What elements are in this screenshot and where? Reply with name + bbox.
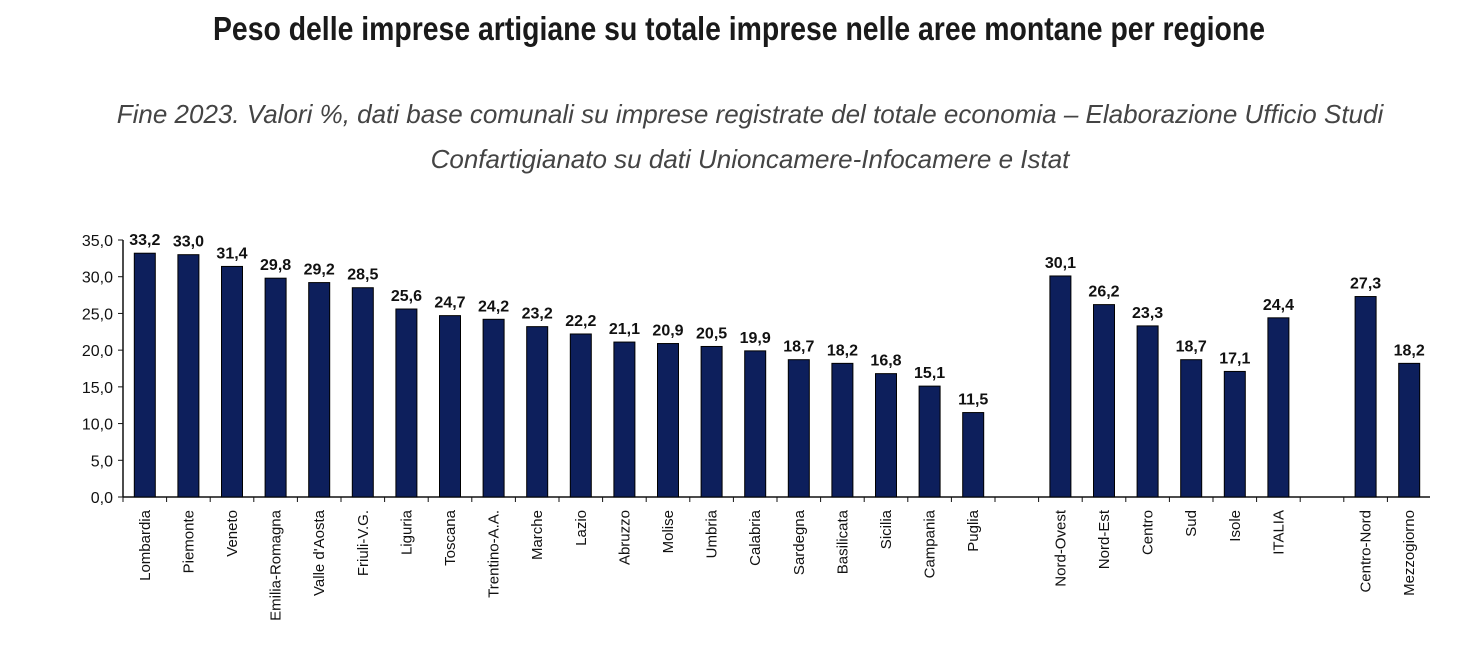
bar bbox=[569, 333, 592, 498]
bar bbox=[482, 318, 505, 498]
bar bbox=[351, 287, 374, 498]
category-label: Veneto bbox=[224, 510, 241, 557]
value-label: 11,5 bbox=[958, 392, 988, 409]
category-label: Abruzzo bbox=[616, 510, 633, 565]
category-label: Campania bbox=[922, 509, 939, 578]
bar bbox=[1267, 317, 1290, 498]
category-label: Mezzogiorno bbox=[1401, 510, 1418, 596]
category-label: Sicilia bbox=[878, 509, 895, 549]
value-label: 31,4 bbox=[216, 245, 247, 262]
bar bbox=[526, 326, 549, 498]
chart-subtitle: Fine 2023. Valori %, dati base comunali … bbox=[116, 99, 1384, 174]
value-label: 18,2 bbox=[1394, 342, 1425, 359]
bar bbox=[1180, 359, 1203, 498]
value-label: 30,1 bbox=[1045, 255, 1076, 272]
bar bbox=[962, 412, 985, 498]
category-label: Marche bbox=[529, 510, 546, 560]
bar bbox=[439, 315, 461, 498]
category-label: Friuli-V.G. bbox=[355, 510, 372, 576]
bar bbox=[875, 373, 897, 498]
y-tick-label: 0,0 bbox=[91, 490, 113, 507]
category-label: Centro bbox=[1140, 510, 1157, 555]
bar bbox=[1049, 275, 1072, 498]
y-tick-label: 35,0 bbox=[82, 233, 113, 250]
y-tick-label: 5,0 bbox=[91, 453, 113, 470]
bar bbox=[700, 345, 723, 498]
category-label: Valle d'Aosta bbox=[311, 509, 328, 596]
value-label: 24,7 bbox=[434, 295, 465, 312]
value-label: 29,2 bbox=[304, 262, 335, 279]
bar bbox=[1354, 296, 1377, 498]
bar bbox=[221, 265, 243, 498]
category-label: Lazio bbox=[573, 510, 590, 546]
category-label: Puglia bbox=[965, 509, 982, 551]
value-label: 26,2 bbox=[1088, 284, 1119, 301]
value-label: 23,3 bbox=[1132, 305, 1163, 322]
value-label: 20,9 bbox=[652, 323, 683, 340]
category-label: Nord-Ovest bbox=[1052, 509, 1069, 587]
category-label: Liguria bbox=[398, 509, 415, 555]
category-label: Sardegna bbox=[791, 509, 808, 575]
y-tick-label: 30,0 bbox=[82, 270, 113, 287]
category-label: Isole bbox=[1227, 510, 1244, 542]
value-label: 33,2 bbox=[129, 232, 160, 249]
category-label: Emilia-Romagna bbox=[268, 509, 285, 621]
category-label: Basilicata bbox=[834, 509, 851, 574]
value-label: 23,2 bbox=[522, 306, 553, 323]
value-label: 29,8 bbox=[260, 257, 291, 274]
value-label: 16,8 bbox=[870, 353, 901, 370]
bar bbox=[1398, 362, 1421, 498]
value-label: 18,2 bbox=[827, 342, 858, 359]
category-label: Lombardia bbox=[137, 509, 154, 581]
bar bbox=[787, 359, 810, 498]
category-label: ITALIA bbox=[1270, 510, 1287, 555]
bar bbox=[918, 385, 941, 498]
value-label: 33,0 bbox=[173, 234, 204, 251]
value-label: 24,4 bbox=[1263, 297, 1294, 314]
bar bbox=[1223, 370, 1246, 498]
category-label: Molise bbox=[660, 510, 677, 553]
category-label: Toscana bbox=[442, 509, 459, 566]
y-tick-label: 10,0 bbox=[82, 417, 113, 434]
value-label: 18,7 bbox=[783, 339, 814, 356]
category-label: Trentino-A.A. bbox=[486, 510, 503, 598]
value-label: 21,1 bbox=[609, 321, 640, 338]
category-label: Centro-Nord bbox=[1358, 510, 1375, 593]
chart-title: Peso delle imprese artigiane su totale i… bbox=[212, 10, 1266, 47]
value-label: 15,1 bbox=[914, 365, 945, 382]
value-label: 18,7 bbox=[1176, 339, 1207, 356]
bar bbox=[657, 343, 679, 498]
bar bbox=[831, 362, 854, 498]
bar bbox=[395, 308, 418, 498]
value-label: 28,5 bbox=[347, 267, 378, 284]
value-label: 27,3 bbox=[1350, 276, 1381, 293]
value-label: 17,1 bbox=[1219, 350, 1250, 367]
value-label: 22,2 bbox=[565, 313, 596, 330]
category-label: Calabria bbox=[747, 509, 764, 566]
bar bbox=[133, 252, 156, 498]
y-tick-label: 15,0 bbox=[82, 380, 113, 397]
bar bbox=[744, 350, 767, 498]
bar bbox=[308, 282, 331, 498]
category-label: Sud bbox=[1183, 510, 1200, 537]
bar bbox=[264, 277, 287, 498]
y-tick-label: 20,0 bbox=[82, 343, 113, 360]
value-label: 24,2 bbox=[478, 298, 509, 315]
bar bbox=[613, 341, 636, 498]
y-tick-label: 25,0 bbox=[82, 306, 113, 323]
bar bbox=[1136, 325, 1159, 498]
bar bbox=[1093, 304, 1115, 498]
category-label: Nord-Est bbox=[1096, 509, 1113, 569]
category-label: Piemonte bbox=[180, 510, 197, 573]
bar bbox=[177, 254, 200, 498]
value-label: 25,6 bbox=[391, 288, 422, 305]
category-label: Umbria bbox=[704, 509, 721, 558]
value-label: 20,5 bbox=[696, 325, 727, 342]
value-label: 19,9 bbox=[740, 330, 771, 347]
